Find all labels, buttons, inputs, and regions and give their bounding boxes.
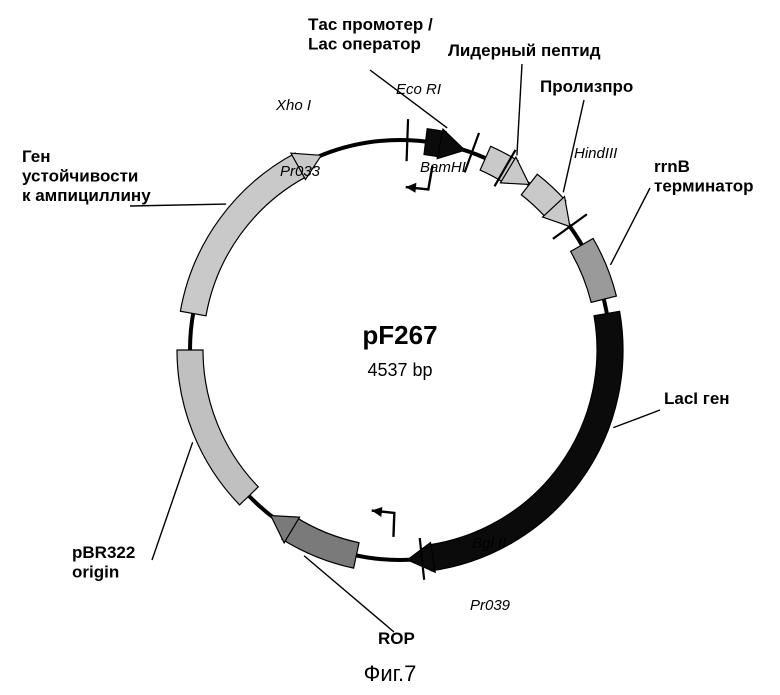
site-label-XhoI: Xho I bbox=[275, 97, 311, 114]
plasmid-map: Tас промотер /Lac оператор Лидерный пепти… bbox=[0, 0, 780, 695]
label-laci: LacI ген bbox=[664, 389, 730, 408]
leader-ori bbox=[152, 442, 193, 560]
site-tick-XhoI bbox=[407, 119, 408, 161]
label-rop: ROP bbox=[378, 629, 415, 648]
leader-leader bbox=[517, 64, 522, 155]
plasmid-size: 4537 bp bbox=[367, 360, 432, 380]
label-rrnb: rrnBтерминатор bbox=[654, 157, 754, 196]
promoter-arrow-Pr039 bbox=[372, 511, 395, 537]
site-label-HindIII: HindIII bbox=[574, 145, 617, 162]
feature-rrnb bbox=[571, 239, 617, 303]
label-leader: Лидерный пептид bbox=[448, 41, 601, 60]
plasmid-name: pF267 bbox=[362, 320, 437, 350]
promoter-label-Pr033: Pr033 bbox=[280, 163, 321, 180]
site-label-EcoRI: Eco RI bbox=[396, 81, 441, 98]
promoter-arrowhead-Pr039 bbox=[372, 507, 383, 517]
label-prolis: Пролизпро bbox=[540, 77, 633, 96]
feature-laci bbox=[427, 311, 623, 571]
feature-ori bbox=[177, 350, 258, 505]
promoter-arrowhead-Pr033 bbox=[406, 183, 417, 193]
figure-label: Фиг.7 bbox=[364, 661, 417, 686]
promoter-label-Pr039: Pr039 bbox=[470, 597, 511, 614]
leader-laci bbox=[613, 410, 660, 428]
label-amp: Генустойчивостик ампициллину bbox=[22, 147, 151, 205]
site-label-BamHI: BamHI bbox=[420, 159, 466, 176]
label-tac: Tас промотер /Lac оператор bbox=[308, 15, 433, 54]
label-ori: pBR322origin bbox=[72, 543, 135, 582]
leader-rrnb bbox=[610, 188, 650, 265]
site-label-BglII: Bgl II bbox=[472, 535, 506, 552]
